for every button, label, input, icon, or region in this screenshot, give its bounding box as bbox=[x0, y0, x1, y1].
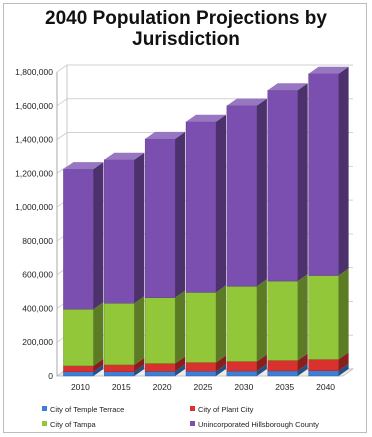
bar-segment-city-of-tampa-2020 bbox=[144, 297, 176, 364]
bar-segment-unincorporated-hillsborough-county-2035 bbox=[267, 90, 298, 282]
bar-segment-city-of-plant-city-2035 bbox=[267, 360, 298, 372]
bar-segment-city-of-plant-city-2040 bbox=[308, 359, 339, 371]
bar-segment-city-of-plant-city-2035-side bbox=[297, 353, 308, 371]
bar-segment-city-of-temple-terrace-2035 bbox=[267, 370, 298, 377]
bar-segment-city-of-temple-terrace-2015-side bbox=[134, 364, 145, 376]
bar-segment-unincorporated-hillsborough-county-2010-top bbox=[63, 162, 104, 170]
bar-segment-city-of-temple-terrace-2040 bbox=[308, 370, 339, 377]
y-tick-label: 400,000 bbox=[22, 303, 53, 313]
bar-segment-unincorporated-hillsborough-county-2010-side bbox=[93, 162, 104, 310]
x-tick-label: 2020 bbox=[153, 382, 172, 392]
y-tick-label: 1,000,000 bbox=[15, 202, 53, 212]
bar-segment-city-of-temple-terrace-2025-side bbox=[216, 364, 226, 376]
legend-label: City of Tampa bbox=[50, 420, 97, 429]
x-tick-label: 2010 bbox=[71, 382, 90, 392]
bar-segment-city-of-plant-city-2020 bbox=[144, 363, 176, 372]
bar-segment-city-of-temple-terrace-2020-side bbox=[175, 364, 186, 376]
bar-segment-unincorporated-hillsborough-county-2030-top bbox=[226, 98, 267, 106]
bar-segment-unincorporated-hillsborough-county-2025 bbox=[185, 121, 217, 293]
bar-segment-city-of-temple-terrace-2010-side bbox=[93, 364, 104, 376]
bar-segment-unincorporated-hillsborough-county-2040-top bbox=[308, 66, 349, 74]
x-tick-label: 2035 bbox=[275, 382, 294, 392]
bar-segment-city-of-plant-city-2025-side bbox=[216, 355, 226, 372]
x-tick-label: 2040 bbox=[316, 382, 335, 392]
bar-segment-unincorporated-hillsborough-county-2040-side bbox=[338, 66, 349, 276]
bar-segment-city-of-tampa-2040-side bbox=[338, 268, 349, 360]
bar-segment-city-of-plant-city-2010-side bbox=[93, 358, 104, 372]
bar-segment-city-of-plant-city-2015 bbox=[104, 364, 135, 372]
y-tick-label: 200,000 bbox=[22, 337, 53, 347]
gridline-side bbox=[56, 132, 68, 140]
y-tick-label: 1,400,000 bbox=[15, 135, 53, 145]
bar-segment-city-of-tampa-2040 bbox=[308, 275, 339, 360]
bar-segment-city-of-temple-terrace-2040-side bbox=[338, 363, 349, 376]
bar-segment-unincorporated-hillsborough-county-2020 bbox=[144, 138, 176, 298]
legend-swatch bbox=[42, 421, 47, 426]
bar-segment-city-of-tampa-2010-side bbox=[93, 302, 104, 366]
bar-segment-city-of-tampa-2015 bbox=[104, 303, 135, 366]
gridline-side bbox=[56, 64, 68, 73]
bar-segment-city-of-tampa-2030-side bbox=[256, 279, 267, 362]
gridline-side bbox=[56, 98, 68, 107]
bar-segment-unincorporated-hillsborough-county-2035-side bbox=[297, 83, 308, 282]
bar-segment-city-of-plant-city-2025 bbox=[185, 362, 217, 372]
bar-segment-city-of-tampa-2015-side bbox=[134, 296, 145, 365]
bar-segment-unincorporated-hillsborough-county-2020-side bbox=[175, 131, 186, 298]
bar-segment-city-of-tampa-2030 bbox=[226, 286, 258, 362]
bar-segment-city-of-plant-city-2015-side bbox=[134, 357, 145, 372]
legend-label: City of Temple Terrace bbox=[50, 405, 124, 414]
y-tick-label: 800,000 bbox=[22, 236, 53, 246]
legend-label: Unincorporated Hillsborough County bbox=[198, 420, 319, 429]
bar-segment-city-of-tampa-2010 bbox=[63, 309, 94, 367]
bar-segment-city-of-tampa-2035-side bbox=[297, 274, 308, 361]
bar-segment-city-of-temple-terrace-2020 bbox=[144, 371, 176, 377]
bar-segment-city-of-plant-city-2030-side bbox=[256, 354, 267, 372]
y-tick-label: 1,600,000 bbox=[15, 101, 53, 111]
bar-segment-city-of-plant-city-2010 bbox=[63, 365, 94, 372]
legend-swatch bbox=[190, 406, 195, 411]
bar-segment-city-of-temple-terrace-2035-side bbox=[297, 363, 308, 376]
bar-segment-unincorporated-hillsborough-county-2025-side bbox=[216, 114, 226, 293]
bar-segment-city-of-plant-city-2020-side bbox=[175, 356, 186, 372]
y-tick-label: 1,200,000 bbox=[15, 168, 53, 178]
bar-segment-unincorporated-hillsborough-county-2020-top bbox=[145, 131, 186, 139]
bar-segment-city-of-plant-city-2030 bbox=[226, 361, 258, 372]
x-tick-label: 2025 bbox=[194, 382, 213, 392]
bar-segment-city-of-tampa-2020-side bbox=[175, 290, 186, 364]
bar-segment-unincorporated-hillsborough-county-2035-top bbox=[267, 83, 308, 91]
legend-swatch bbox=[190, 421, 195, 426]
bar-segment-city-of-temple-terrace-2030 bbox=[226, 370, 258, 377]
bar-segment-city-of-tampa-2025 bbox=[185, 292, 217, 363]
bar-segment-unincorporated-hillsborough-county-2030-side bbox=[256, 98, 267, 287]
bar-segment-unincorporated-hillsborough-county-2025-top bbox=[186, 114, 226, 122]
bar-segment-city-of-temple-terrace-2010 bbox=[63, 371, 94, 377]
legend-label: City of Plant City bbox=[198, 405, 254, 414]
x-tick-label: 2030 bbox=[234, 382, 253, 392]
bar-segment-unincorporated-hillsborough-county-2010 bbox=[63, 168, 94, 310]
bar-segment-unincorporated-hillsborough-county-2030 bbox=[226, 105, 258, 287]
x-tick-label: 2015 bbox=[112, 382, 131, 392]
y-tick-label: 0 bbox=[48, 371, 53, 381]
chart-title: 2040 Population Projections by Jurisdict… bbox=[45, 8, 327, 50]
bar-segment-unincorporated-hillsborough-county-2040 bbox=[308, 73, 339, 276]
bar-segment-city-of-temple-terrace-2030-side bbox=[256, 364, 267, 376]
bar-segment-unincorporated-hillsborough-county-2015-top bbox=[104, 152, 145, 160]
bar-segment-city-of-tampa-2025-side bbox=[216, 285, 226, 363]
y-tick-label: 600,000 bbox=[22, 270, 53, 280]
bar-segment-city-of-temple-terrace-2025 bbox=[185, 371, 217, 377]
bar-segment-unincorporated-hillsborough-county-2015-side bbox=[134, 152, 145, 304]
bar-segment-city-of-temple-terrace-2015 bbox=[104, 371, 135, 377]
bar-segment-city-of-plant-city-2040-side bbox=[338, 352, 349, 371]
legend-swatch bbox=[42, 406, 47, 411]
bar-segment-unincorporated-hillsborough-county-2015 bbox=[104, 159, 135, 304]
gridline-side bbox=[56, 165, 68, 174]
y-tick-label: 1,800,000 bbox=[15, 67, 53, 77]
bar-segment-city-of-tampa-2035 bbox=[267, 280, 298, 361]
